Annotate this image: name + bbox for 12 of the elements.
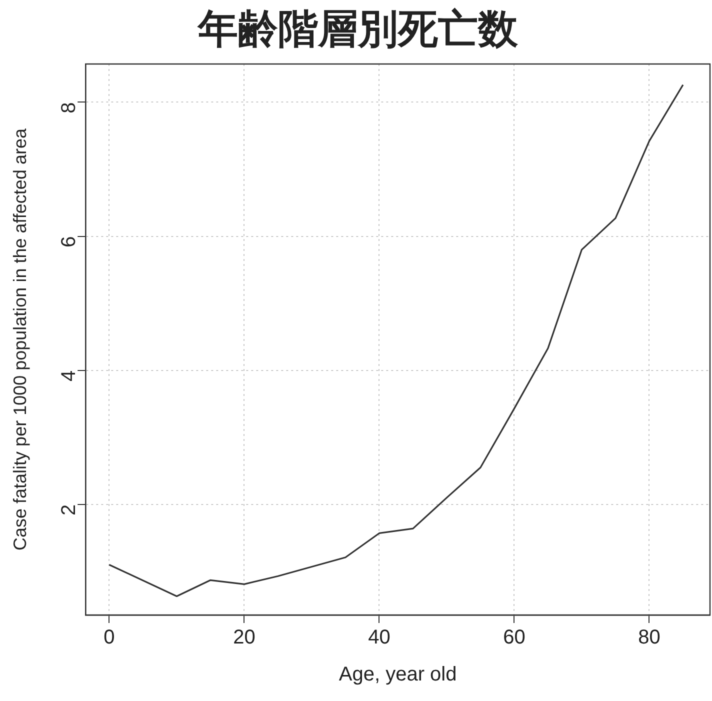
x-tick-label: 20 (233, 626, 256, 649)
x-axis-title: Age, year old (338, 664, 457, 686)
x-tick-label: 80 (638, 626, 660, 649)
y-tick-label: 6 (58, 236, 80, 248)
y-tick-label: 2 (58, 504, 80, 516)
x-tick-label: 40 (368, 626, 390, 649)
y-axis-title: Case fatality per 1000 population in the affected area (10, 128, 30, 550)
x-tick-label: 0 (104, 626, 115, 649)
x-tick-label: 60 (503, 626, 526, 649)
y-tick-label: 8 (58, 102, 80, 114)
y-tick-label: 4 (58, 370, 80, 382)
chart-title: 年齢階層別死亡数 (197, 6, 519, 52)
